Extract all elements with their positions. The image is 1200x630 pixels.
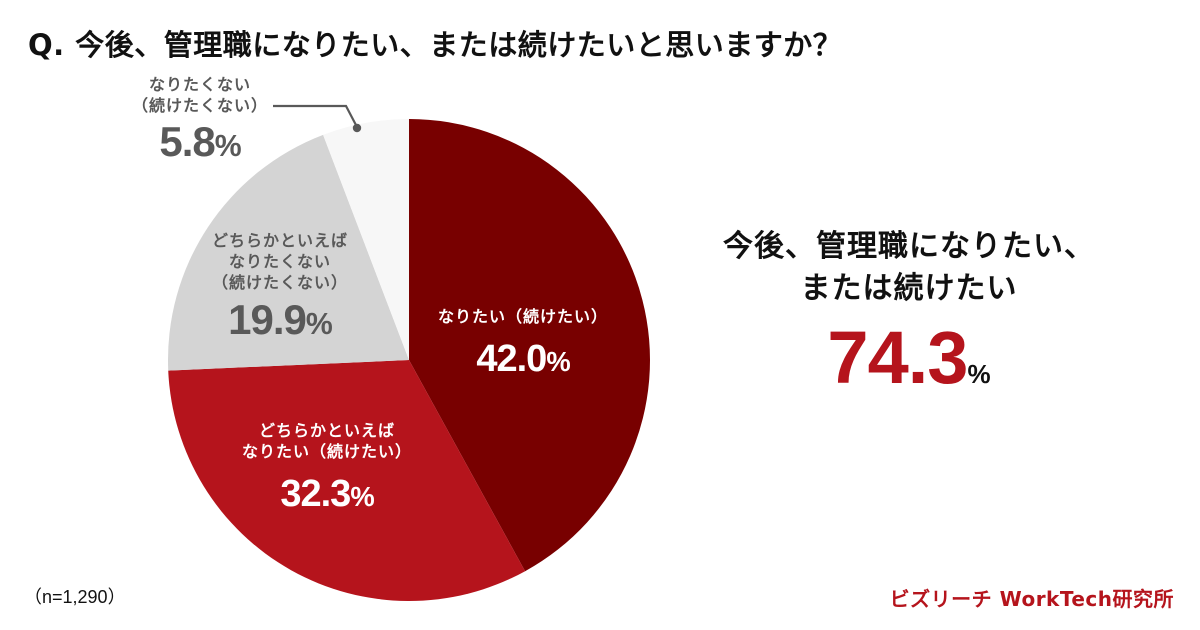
slice-label-text: なりたくない <box>228 252 331 271</box>
slice-label-want: なりたい（続けたい） 42.0% <box>418 306 628 386</box>
slice-label-somewhat-not-want: どちらかといえば なりたくない （続けたくない） 19.9% <box>180 230 380 350</box>
brand-credit: ビズリーチ WorkTech研究所 <box>889 587 1174 611</box>
slice-label-text: （続けたくない） <box>211 273 348 292</box>
leader-line <box>273 104 362 133</box>
summary-value: 74.3% <box>827 316 991 399</box>
slice-label-text: なりたい（続けたい） <box>437 307 608 326</box>
slice-value: 32.3% <box>280 473 374 515</box>
slice-label-text: なりたくない <box>148 75 251 94</box>
slice-value: 19.9% <box>228 296 333 343</box>
slice-value: 42.0% <box>476 338 570 380</box>
summary-line-1: 今後、管理職になりたい、 <box>723 229 1095 264</box>
slice-value: 5.8% <box>159 118 241 165</box>
slice-want <box>409 119 650 572</box>
slice-label-text: なりたい（続けたい） <box>241 442 412 461</box>
summary-callout: 今後、管理職になりたい、 または続けたい 74.3% <box>700 226 1118 416</box>
slice-label-somewhat-want: どちらかといえば なりたい（続けたい） 32.3% <box>222 420 432 521</box>
pie-slices <box>167 119 650 602</box>
slice-label-text: どちらかといえば <box>211 231 348 250</box>
summary-line-2: または続けたい <box>800 271 1018 306</box>
slice-label-not-want: なりたくない （続けたくない） 5.8% <box>100 74 300 171</box>
sample-size: （n=1,290） <box>24 587 126 607</box>
slice-somewhat-want <box>168 360 526 602</box>
slice-somewhat-not-want <box>167 134 409 371</box>
question-title: Q. 今後、管理職になりたい、または続けたいと思いますか？ <box>28 28 843 62</box>
slice-not-want <box>323 119 409 360</box>
slice-label-text: （続けたくない） <box>131 96 268 115</box>
slice-label-text: どちらかといえば <box>258 421 395 440</box>
